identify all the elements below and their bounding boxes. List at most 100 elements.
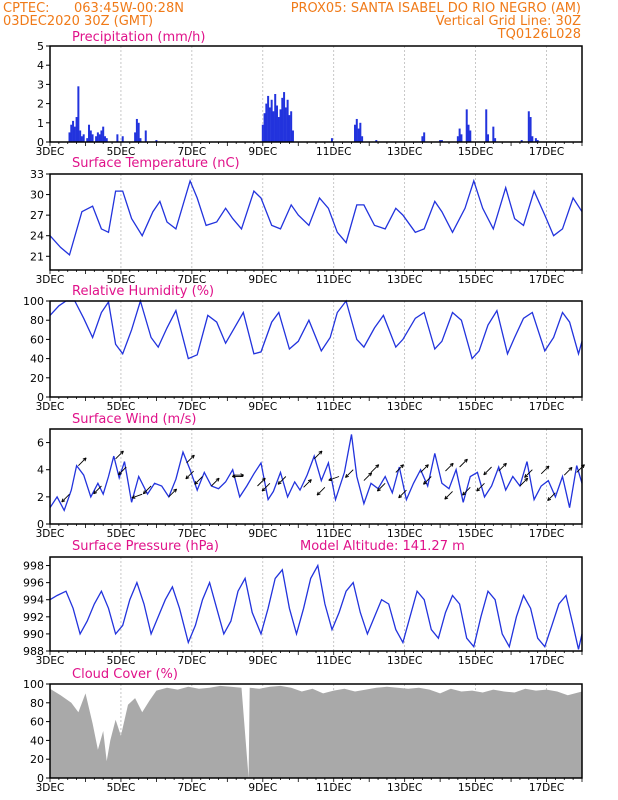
header: CPTEC: 063:45W-00:28N PROX05: SANTA ISAB… bbox=[3, 1, 581, 42]
panel-0: 0 1 2 3 4 5 3DEC 5DEC 7DEC 9DEC 11DEC 13DEC 15DEC 17D… bbox=[36, 40, 583, 158]
header-source: CPTEC: bbox=[3, 1, 50, 16]
precip-bar bbox=[134, 132, 137, 142]
precip-bar bbox=[75, 117, 78, 142]
precip-bar bbox=[268, 107, 271, 142]
x-tick-label: 9DEC bbox=[248, 274, 277, 286]
x-tick-label: 7DEC bbox=[177, 401, 206, 413]
model-altitude: Model Altitude: 141.27 m bbox=[300, 539, 465, 554]
x-tick-label: 17DEC bbox=[529, 655, 564, 667]
y-tick-label: 1 bbox=[37, 117, 44, 130]
wind-arrow-head bbox=[547, 497, 552, 501]
wind-arrow bbox=[445, 462, 454, 472]
wind-arrow bbox=[462, 487, 471, 496]
precip-bar bbox=[284, 107, 287, 142]
wind-arrow-head bbox=[424, 464, 429, 469]
precip-title: Precipitation (mm/h) bbox=[72, 30, 205, 45]
precip-bar bbox=[440, 140, 443, 142]
x-tick-label: 11DEC bbox=[316, 655, 351, 667]
wind-arrow-head bbox=[118, 471, 122, 476]
precip-bar bbox=[439, 140, 442, 142]
x-tick-label: 5DEC bbox=[107, 401, 136, 413]
wind-arrow-head bbox=[215, 477, 220, 482]
precip-bar bbox=[291, 130, 294, 142]
series-line bbox=[49, 434, 583, 513]
precip-bar bbox=[288, 115, 291, 142]
wind-arrow bbox=[423, 476, 432, 485]
y-tick-label: 21 bbox=[30, 250, 44, 263]
x-tick-label: 5DEC bbox=[107, 782, 136, 794]
panel-2: 0 20 40 60 80 100 3DEC 5DEC 7DEC 9DEC 11DEC 13DEC 15… bbox=[23, 295, 583, 413]
x-tick-label: 3DEC bbox=[36, 528, 65, 540]
wind-arrow bbox=[168, 488, 177, 498]
precip-bar bbox=[458, 128, 461, 142]
x-tick-label: 9DEC bbox=[248, 655, 277, 667]
wind-arrow bbox=[277, 476, 287, 485]
y-tick-label: 4 bbox=[37, 59, 44, 72]
y-tick-label: 40 bbox=[30, 353, 44, 366]
precip-bar bbox=[88, 124, 91, 142]
precip-bar bbox=[95, 136, 98, 142]
wind-arrow bbox=[313, 450, 323, 460]
y-tick-label: 80 bbox=[30, 314, 44, 327]
x-tick-label: 13DEC bbox=[387, 655, 422, 667]
wind-arrow bbox=[498, 462, 507, 472]
precip-bar bbox=[73, 126, 76, 142]
wind-arrow bbox=[194, 476, 203, 485]
x-tick-label: 5DEC bbox=[107, 655, 136, 667]
wind-arrow bbox=[395, 464, 404, 473]
y-tick-label: 5 bbox=[37, 40, 44, 53]
x-tick-label: 13DEC bbox=[387, 146, 422, 158]
wind-arrow-head bbox=[261, 487, 266, 492]
x-tick-label: 3DEC bbox=[36, 655, 65, 667]
wind-arrow bbox=[459, 458, 468, 468]
wind-arrow bbox=[142, 485, 152, 495]
y-tick-label: 20 bbox=[30, 753, 44, 766]
y-tick-label: 996 bbox=[23, 577, 44, 590]
wind-arrow-head bbox=[568, 466, 573, 471]
precip-bar bbox=[536, 140, 539, 142]
precip-bar bbox=[102, 126, 105, 142]
precip-bar bbox=[354, 124, 357, 142]
y-tick-label: 0 bbox=[37, 772, 44, 785]
precip-bar bbox=[272, 111, 275, 142]
y-tick-label: 30 bbox=[30, 189, 44, 202]
x-tick-label: 11DEC bbox=[316, 528, 351, 540]
x-tick-label: 15DEC bbox=[458, 401, 493, 413]
x-tick-label: 13DEC bbox=[387, 274, 422, 286]
x-tick-label: 5DEC bbox=[107, 274, 136, 286]
x-tick-label: 15DEC bbox=[458, 146, 493, 158]
wind-arrow-head bbox=[463, 458, 468, 463]
wind-arrow-head bbox=[345, 474, 349, 478]
precip-bar bbox=[487, 134, 490, 142]
precip-bar bbox=[355, 118, 358, 142]
precip-bar bbox=[534, 138, 537, 142]
precip-bar bbox=[494, 138, 497, 142]
precip-bar bbox=[274, 94, 277, 142]
precip-bar bbox=[421, 136, 424, 142]
wind-arrow bbox=[519, 477, 529, 487]
precip-bar bbox=[89, 130, 92, 142]
wind-arrow-head bbox=[368, 472, 373, 477]
x-tick-label: 5DEC bbox=[107, 528, 136, 540]
precip-bar bbox=[361, 136, 364, 142]
x-tick-label: 15DEC bbox=[458, 528, 493, 540]
precip-bar bbox=[79, 130, 82, 142]
panel-frame bbox=[49, 300, 583, 398]
wind-arrow bbox=[576, 464, 585, 473]
precip-bar bbox=[281, 97, 284, 142]
temperature-title: Surface Temperature (nC) bbox=[72, 156, 240, 171]
y-tick-label: 24 bbox=[30, 230, 44, 243]
precip-bar bbox=[330, 138, 333, 142]
x-tick-label: 3DEC bbox=[36, 401, 65, 413]
panel-5: 0 20 40 60 80 100 3DEC 5DEC 7DEC 9DEC 11DEC 13DEC 15… bbox=[23, 678, 583, 794]
wind-arrow-head bbox=[190, 454, 195, 459]
precip-bar bbox=[100, 130, 103, 142]
x-tick-label: 17DEC bbox=[529, 274, 564, 286]
precip-bar bbox=[275, 105, 278, 142]
precip-bar bbox=[155, 140, 158, 142]
y-tick-label: 4 bbox=[37, 464, 44, 477]
pressure-title: Surface Pressure (hPa) bbox=[72, 539, 219, 554]
y-tick-label: 992 bbox=[23, 611, 44, 624]
precip-bar bbox=[91, 134, 94, 142]
